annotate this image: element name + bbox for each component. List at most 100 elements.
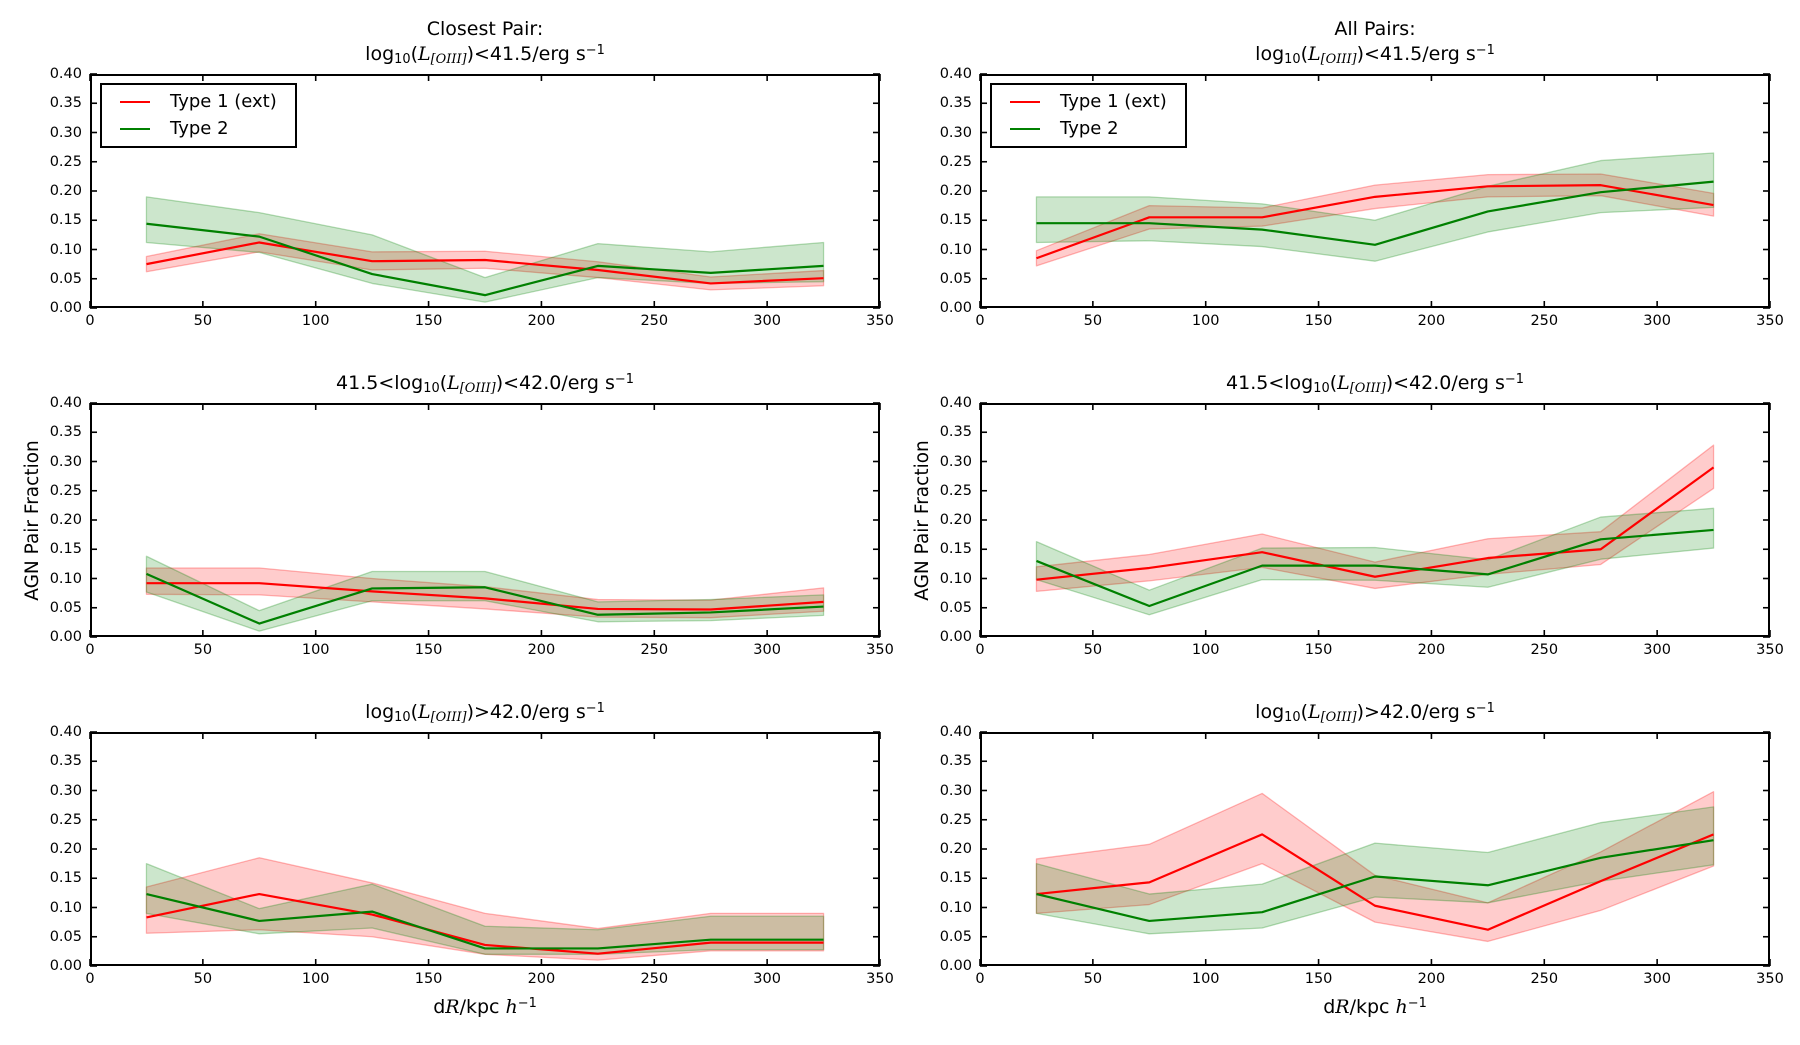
x-tick-label: 0 <box>85 971 95 987</box>
x-tick-label: 150 <box>414 971 443 987</box>
title-segment: −1 <box>585 700 605 716</box>
x-axis-tick-labels: 0 50 100 150 200 250 300 350 <box>975 971 1783 993</box>
x-tick-label: 350 <box>1756 971 1784 987</box>
x-tick-label: 50 <box>193 313 213 329</box>
panel-title-line2: log10(L[OIII])<41.5/erg s−1 <box>30 42 940 68</box>
y-tick-label: 0.40 <box>49 724 82 740</box>
y-tick-label: 0.20 <box>939 183 972 199</box>
title-segment: All Pairs: <box>1334 17 1416 40</box>
error-band-type1 <box>145 857 825 961</box>
title-segment: L <box>1308 700 1321 723</box>
y-tick-label: 0.05 <box>49 928 82 945</box>
legend: Type 1 (ext) Type 2 <box>100 83 297 148</box>
y-tick-label: 0.10 <box>939 241 972 258</box>
y-tick-label: 0.10 <box>49 899 82 916</box>
title-segment: /kpc <box>1349 996 1396 1018</box>
legend-label-type1: Type 1 (ext) <box>1060 91 1167 112</box>
subplot-all-pairs-lt41.5: All Pairs: log10(L[OIII])<41.5/erg s−1 0… <box>940 18 1784 329</box>
data-line-type1 <box>1036 833 1714 931</box>
y-tick-label: 0.25 <box>49 482 82 499</box>
title-segment: h <box>505 996 518 1018</box>
y-tick-label: 0.35 <box>49 753 82 770</box>
title-segment: d <box>1323 996 1336 1018</box>
x-tick-label: 250 <box>640 971 669 987</box>
panel-title: Closest Pair: log10(L[OIII])<41.5/erg s−… <box>30 17 940 68</box>
title-segment: [OIII] <box>430 51 467 67</box>
title-segment: log <box>1255 700 1285 723</box>
y-tick-label: 0.30 <box>49 782 82 799</box>
title-segment: <41.5/erg s <box>474 42 586 65</box>
error-band-type2 <box>1035 806 1715 935</box>
x-tick-label: 50 <box>193 642 213 658</box>
data-line-type2 <box>1036 528 1714 608</box>
title-segment: log <box>365 700 395 723</box>
y-tick-label: 0.30 <box>939 453 972 470</box>
plot-area <box>89 402 881 638</box>
y-tick-label: 0.25 <box>49 153 82 170</box>
y-axis-tick-labels: 0.00 0.05 0.10 0.15 0.20 0.25 0.30 0.35 0.40 <box>18 66 82 316</box>
title-segment: [OIII] <box>459 380 496 396</box>
x-tick-label: 300 <box>1643 313 1671 329</box>
y-axis-label: AGN Pair Fraction <box>911 439 933 601</box>
x-tick-label: 100 <box>301 971 330 987</box>
title-segment: ) <box>1356 700 1364 723</box>
y-tick-label: 0.15 <box>49 541 82 558</box>
x-tick-label: 0 <box>975 313 985 329</box>
x-tick-label: 250 <box>640 642 669 658</box>
error-band-type1 <box>1035 791 1715 943</box>
title-segment: −1 <box>517 996 537 1012</box>
x-tick-label: 300 <box>753 313 781 329</box>
title-segment: −1 <box>585 42 605 58</box>
legend: Type 1 (ext) Type 2 <box>990 83 1187 148</box>
y-tick-label: 0.40 <box>939 66 972 82</box>
y-tick-label: 0.05 <box>939 270 972 287</box>
y-tick-label: 0.40 <box>49 66 82 82</box>
title-segment: −1 <box>1504 371 1524 387</box>
legend-line-type1-icon <box>120 101 150 103</box>
legend-label-type1: Type 1 (ext) <box>170 91 277 112</box>
panel-title-line1: 41.5<log10(L[OIII])<42.0/erg s−1 <box>920 371 1800 397</box>
x-axis-label: dR/kpc h−1 <box>980 996 1770 1018</box>
title-segment: R <box>1335 996 1350 1018</box>
legend-line-type2-icon <box>1010 128 1040 130</box>
title-segment: ( <box>1329 371 1338 394</box>
y-tick-label: 0.15 <box>49 870 82 887</box>
axes-border <box>90 74 880 308</box>
panel-title: 41.5<log10(L[OIII])<42.0/erg s−1 <box>30 371 940 397</box>
data-line-type2 <box>146 222 824 297</box>
panel-title-line1: log10(L[OIII])>42.0/erg s−1 <box>30 700 940 726</box>
x-axis-tick-labels: 0 50 100 150 200 250 300 350 <box>975 642 1783 664</box>
y-tick-label: 0.15 <box>939 870 972 887</box>
title-segment: <41.5/erg s <box>1364 42 1476 65</box>
panel-title-line1: 41.5<log10(L[OIII])<42.0/erg s−1 <box>30 371 940 397</box>
y-tick-label: 0.25 <box>49 811 82 828</box>
y-tick-label: 0.10 <box>49 570 82 587</box>
title-segment: 10 <box>1284 709 1301 725</box>
y-tick-label: 0.15 <box>49 212 82 229</box>
data-line-type1 <box>146 582 824 611</box>
axes-border <box>980 403 1770 637</box>
y-tick-label: 0.00 <box>49 958 82 974</box>
y-tick-label: 0.10 <box>49 241 82 258</box>
x-tick-label: 0 <box>85 313 95 329</box>
title-segment: ( <box>410 42 418 65</box>
y-tick-label: 0.05 <box>939 599 972 616</box>
y-tick-label: 0.15 <box>939 212 972 229</box>
y-tick-label: 0.35 <box>939 95 972 112</box>
x-axis-tick-labels: 0 50 100 150 200 250 300 350 <box>975 313 1783 335</box>
y-axis-tick-labels: 0.00 0.05 0.10 0.15 0.20 0.25 0.30 0.35 0.40 <box>908 724 972 974</box>
plot-area <box>979 402 1771 638</box>
x-tick-label: 200 <box>527 313 556 329</box>
legend-label-type2: Type 2 <box>170 118 229 139</box>
data-line-type2 <box>1036 839 1714 923</box>
x-tick-label: 0 <box>85 642 95 658</box>
title-segment: d <box>433 996 446 1018</box>
title-segment: [OIII] <box>1320 709 1357 725</box>
y-tick-label: 0.00 <box>49 629 82 645</box>
title-segment: L <box>418 700 431 723</box>
title-segment: L <box>418 42 431 65</box>
y-tick-label: 0.30 <box>49 124 82 141</box>
error-band-type1 <box>1035 173 1715 267</box>
x-tick-label: 200 <box>1417 313 1446 329</box>
